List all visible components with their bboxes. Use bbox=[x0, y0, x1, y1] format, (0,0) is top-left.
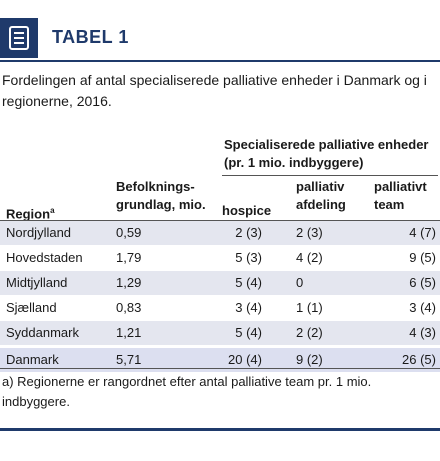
cell-team: 9 (5) bbox=[409, 250, 436, 265]
cell-population: 0,83 bbox=[116, 300, 142, 315]
cell-team: 26 (5) bbox=[402, 352, 436, 367]
table-bottom-divider bbox=[0, 368, 440, 369]
table-body: Nordjylland 0,59 2 (3) 2 (3) 4 (7) Hoved… bbox=[0, 221, 440, 373]
cell-afdeling: 1 (1) bbox=[296, 300, 323, 315]
column-header-afdeling-line1: palliativ bbox=[296, 179, 345, 194]
column-header-region-label: Region bbox=[6, 206, 51, 222]
column-header-afdeling: palliativ afdeling bbox=[296, 178, 346, 214]
cell-population: 1,79 bbox=[116, 250, 142, 265]
table-title: TABEL 1 bbox=[52, 27, 129, 47]
cell-region: Sjælland bbox=[6, 300, 57, 315]
document-list-icon bbox=[0, 18, 38, 58]
cell-region: Midtjylland bbox=[6, 275, 68, 290]
table-footnote: a) Regionerne er rangordnet efter antal … bbox=[2, 374, 372, 409]
cell-team: 4 (7) bbox=[409, 225, 436, 240]
cell-afdeling: 2 (2) bbox=[296, 325, 323, 340]
cell-population: 5,71 bbox=[116, 352, 142, 367]
table-row: Nordjylland 0,59 2 (3) 2 (3) 4 (7) bbox=[0, 221, 440, 246]
cell-hospice: 20 (4) bbox=[228, 352, 262, 367]
footnote-marker: a bbox=[50, 206, 55, 215]
column-header-afdeling-line2: afdeling bbox=[296, 197, 346, 212]
column-header-hospice: hospice bbox=[222, 203, 272, 218]
cell-population: 0,59 bbox=[116, 225, 142, 240]
cell-hospice: 5 (4) bbox=[235, 325, 262, 340]
cell-hospice: 2 (3) bbox=[235, 225, 262, 240]
column-header-team-line2: team bbox=[374, 197, 405, 212]
cell-hospice: 5 (4) bbox=[235, 275, 262, 290]
cell-team: 4 (3) bbox=[409, 325, 436, 340]
cell-region: Nordjylland bbox=[6, 225, 72, 240]
column-header-divider bbox=[0, 220, 440, 221]
cell-afdeling: 4 (2) bbox=[296, 250, 323, 265]
column-header-population: Befolknings- grundlag, mio. bbox=[116, 178, 206, 214]
table-header: TABEL 1 bbox=[0, 18, 440, 62]
column-header-population-line1: Befolknings- bbox=[116, 179, 195, 194]
table-row: Sjælland 0,83 3 (4) 1 (1) 3 (4) bbox=[0, 296, 440, 321]
bottom-divider bbox=[0, 428, 440, 431]
cell-team: 3 (4) bbox=[409, 300, 436, 315]
header-divider bbox=[0, 60, 440, 62]
table-row-total: Danmark 5,71 20 (4) 9 (2) 26 (5) bbox=[0, 348, 440, 373]
cell-hospice: 3 (4) bbox=[235, 300, 262, 315]
cell-afdeling: 0 bbox=[296, 275, 304, 290]
group-header-line1: Specialiserede palliative enheder bbox=[224, 137, 429, 152]
group-header-line2: (pr. 1 mio. indbyggere) bbox=[224, 155, 364, 170]
table-row: Midtjylland 1,29 5 (4) 0 6 (5) bbox=[0, 271, 440, 296]
table-row: Hovedstaden 1,79 5 (3) 4 (2) 9 (5) bbox=[0, 246, 440, 271]
table-caption: Fordelingen af antal specialiserede pall… bbox=[2, 72, 427, 109]
column-header-region: Regiona bbox=[6, 202, 55, 223]
cell-afdeling: 2 (3) bbox=[296, 225, 323, 240]
cell-team: 6 (5) bbox=[409, 275, 436, 290]
cell-region: Syddanmark bbox=[6, 325, 79, 340]
cell-region: Hovedstaden bbox=[6, 250, 83, 265]
cell-population: 1,21 bbox=[116, 325, 142, 340]
cell-population: 1,29 bbox=[116, 275, 142, 290]
column-header-team-line1: palliativt bbox=[374, 179, 427, 194]
cell-afdeling: 9 (2) bbox=[296, 352, 323, 367]
group-header-divider bbox=[222, 175, 438, 176]
cell-hospice: 5 (3) bbox=[235, 250, 262, 265]
table-row: Syddanmark 1,21 5 (4) 2 (2) 4 (3) bbox=[0, 321, 440, 346]
group-header: Specialiserede palliative enheder (pr. 1… bbox=[224, 136, 436, 172]
cell-region: Danmark bbox=[6, 352, 59, 367]
column-header-population-line2: grundlag, mio. bbox=[116, 197, 206, 212]
column-header-team: palliativt team bbox=[374, 178, 427, 214]
